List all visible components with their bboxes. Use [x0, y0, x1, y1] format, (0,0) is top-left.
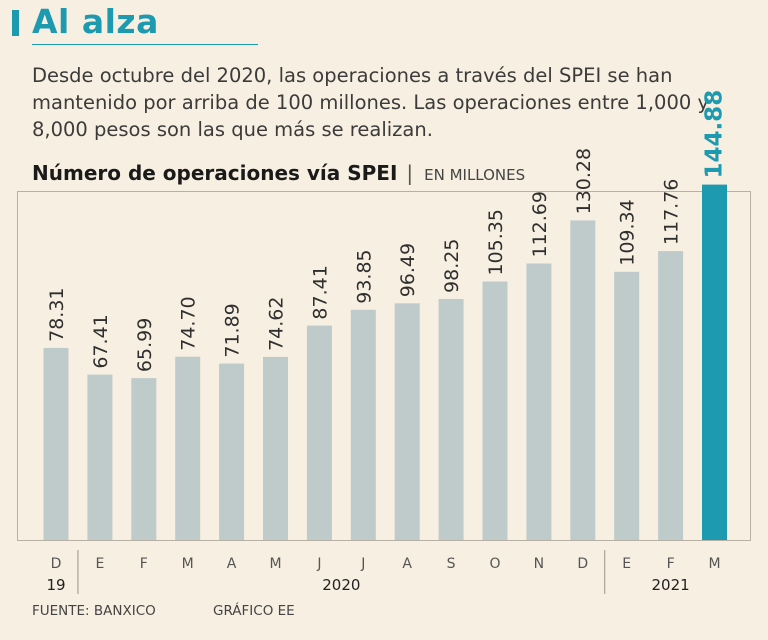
value-label-9: 98.25: [441, 239, 463, 293]
value-label-10: 105.35: [485, 209, 507, 275]
year-label-2021: 2021: [652, 576, 690, 594]
chart-title-main: Número de operaciones vía SPEI: [32, 161, 398, 185]
month-label-2: F: [140, 556, 148, 572]
title-accent-bar: [12, 10, 19, 36]
month-label-8: A: [402, 556, 412, 572]
bar-2: [131, 378, 157, 540]
month-label-13: E: [622, 556, 631, 572]
bar-11: [526, 263, 552, 540]
value-label-2: 65.99: [134, 318, 156, 372]
month-label-11: N: [534, 556, 544, 572]
bar-10: [482, 281, 508, 540]
chart-title-separator: |: [406, 161, 414, 185]
value-label-12: 130.28: [573, 148, 595, 214]
bar-13: [614, 271, 640, 540]
month-label-14: F: [667, 556, 675, 572]
bar-6: [306, 325, 332, 540]
month-label-0: D: [51, 556, 62, 572]
month-label-7: J: [360, 556, 365, 572]
bar-3: [175, 356, 201, 540]
year-label-19: 19: [46, 576, 65, 594]
month-label-4: A: [227, 556, 237, 572]
month-label-5: M: [269, 556, 281, 572]
value-label-11: 112.69: [529, 191, 551, 257]
description-text: Desde octubre del 2020, las operaciones …: [32, 64, 709, 141]
chart-frame: [17, 191, 751, 540]
value-label-15: 144.88: [702, 90, 728, 179]
month-label-3: M: [182, 556, 194, 572]
bar-0: [43, 347, 69, 540]
value-label-14: 117.76: [661, 179, 683, 245]
chart-title: Número de operaciones vía SPEI | EN MILL…: [32, 161, 525, 185]
chart-units-label: EN MILLONES: [424, 166, 526, 184]
value-label-3: 74.70: [178, 296, 200, 350]
chart-credit: GRÁFICO EE: [213, 603, 295, 619]
bar-12: [570, 220, 596, 540]
value-label-5: 74.62: [266, 297, 288, 351]
bar-8: [394, 303, 420, 540]
bar-15: [702, 184, 727, 540]
value-label-4: 71.89: [222, 303, 244, 357]
chart-baseline: [17, 540, 751, 541]
month-label-10: O: [489, 556, 500, 572]
bar-5: [263, 356, 288, 540]
month-label-9: S: [447, 556, 456, 572]
bar-4: [219, 363, 245, 540]
value-label-7: 93.85: [353, 249, 375, 303]
value-label-0: 78.31: [46, 287, 68, 341]
source-note: FUENTE: BANXICO: [32, 603, 156, 619]
title-underline: [32, 44, 258, 45]
month-label-6: J: [316, 556, 321, 572]
value-label-13: 109.34: [617, 199, 639, 265]
month-label-1: E: [95, 556, 104, 572]
value-label-1: 67.41: [90, 314, 112, 368]
value-label-6: 87.41: [309, 265, 331, 319]
month-label-12: D: [577, 556, 588, 572]
value-label-8: 96.49: [397, 243, 419, 297]
bar-14: [658, 251, 684, 540]
year-label-2020: 2020: [322, 576, 360, 594]
bar-7: [350, 309, 376, 540]
bar-1: [87, 374, 113, 540]
bar-9: [438, 299, 464, 540]
page-title: Al alza: [32, 2, 159, 41]
month-label-15: M: [708, 556, 720, 572]
